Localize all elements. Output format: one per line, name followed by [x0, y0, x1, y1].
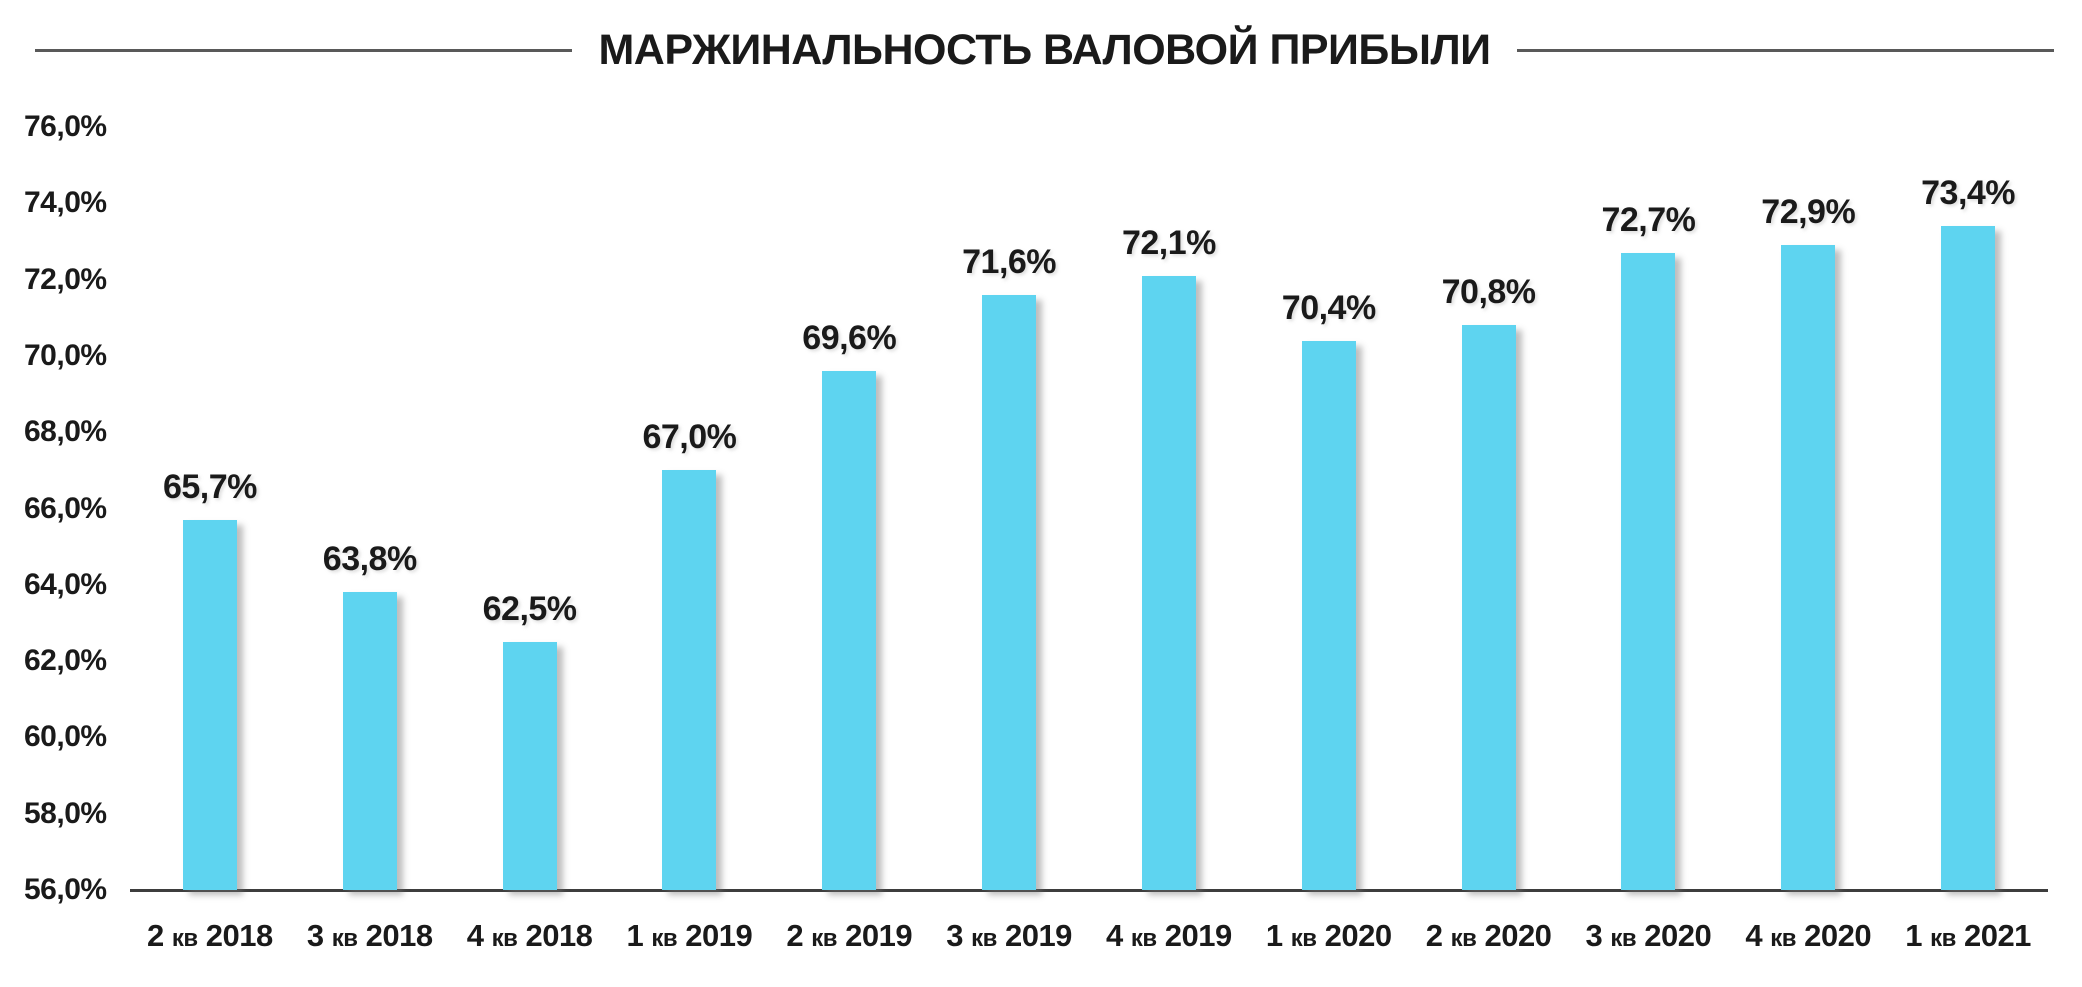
x-tick-label: 2 кв 2020: [1425, 918, 1552, 953]
bar: [662, 470, 717, 890]
bar: [1141, 275, 1196, 890]
y-tick-label: 72,0%: [24, 262, 107, 296]
x-tick-quarter-unit: кв: [971, 925, 997, 952]
bar: [502, 642, 557, 890]
x-tick-quarter-unit: кв: [1130, 925, 1157, 952]
bar-value-label: 65,7%: [162, 467, 257, 506]
x-tick-quarter-unit: кв: [811, 925, 838, 952]
x-tick-label: 2 кв 2018: [147, 918, 273, 953]
bar-value-label: 71,6%: [962, 242, 1057, 281]
x-tick-label: 1 кв 2020: [1265, 918, 1392, 953]
bar: [182, 519, 237, 890]
x-tick-quarter-unit: кв: [171, 925, 198, 952]
x-tick-label: 3 кв 2018: [306, 918, 433, 953]
bar-value-label: 63,8%: [322, 540, 417, 579]
bar: [1301, 340, 1356, 890]
bar: [1781, 245, 1836, 890]
y-tick-label: 70,0%: [24, 338, 107, 372]
y-tick-label: 74,0%: [24, 186, 107, 220]
bar-value-label: 72,1%: [1121, 223, 1216, 262]
bar-value-label: 62,5%: [482, 590, 577, 629]
y-tick-label: 62,0%: [24, 644, 107, 678]
x-tick-quarter-unit: кв: [491, 925, 518, 952]
x-tick-label: 1 кв 2019: [626, 918, 753, 953]
bar: [342, 592, 397, 890]
x-tick-quarter-unit: кв: [1450, 925, 1477, 952]
bar-value-label: 72,7%: [1601, 200, 1696, 239]
y-tick-label: 76,0%: [24, 110, 107, 143]
x-tick-quarter-unit: кв: [1930, 925, 1956, 952]
x-tick-label: 4 кв 2018: [466, 918, 593, 953]
bar: [982, 294, 1037, 890]
x-tick-quarter-unit: кв: [331, 925, 358, 952]
x-tick-label: 1 кв 2021: [1905, 918, 2031, 953]
bar-value-label: 67,0%: [642, 418, 737, 457]
bar: [1461, 325, 1516, 890]
x-axis-line: [130, 889, 2048, 892]
chart-title: МАРЖИНАЛЬНОСТЬ ВАЛОВОЙ ПРИБЫЛИ: [598, 25, 1491, 74]
x-tick-label: 2 кв 2019: [786, 918, 913, 953]
chart-title-row: МАРЖИНАЛЬНОСТЬ ВАЛОВОЙ ПРИБЫЛИ: [35, 24, 2054, 76]
y-tick-label: 60,0%: [24, 720, 107, 754]
bar: [822, 371, 877, 890]
bar-value-label: 73,4%: [1921, 174, 2016, 213]
bar-value-label: 72,9%: [1761, 193, 1856, 232]
x-tick-quarter-unit: кв: [1770, 925, 1797, 952]
y-tick-label: 64,0%: [24, 567, 107, 601]
y-tick-label: 56,0%: [24, 873, 107, 906]
x-tick-label: 4 кв 2020: [1745, 918, 1872, 953]
y-tick-label: 66,0%: [24, 491, 107, 525]
bar-value-label: 70,4%: [1281, 288, 1376, 327]
bar: [1621, 252, 1676, 890]
bar: [1941, 226, 1996, 890]
x-tick-quarter-unit: кв: [1610, 925, 1637, 952]
x-tick-label: 4 кв 2019: [1106, 918, 1232, 953]
x-tick-label: 3 кв 2020: [1585, 918, 1712, 953]
y-tick-label: 68,0%: [24, 415, 107, 449]
bar-value-label: 69,6%: [802, 319, 897, 358]
title-rule-left: [35, 48, 573, 52]
x-tick-quarter-unit: кв: [651, 925, 678, 952]
y-tick-label: 58,0%: [24, 796, 107, 830]
title-rule-right: [1516, 48, 2054, 52]
bar-value-label: 70,8%: [1441, 273, 1536, 312]
x-tick-label: 3 кв 2019: [946, 918, 1072, 953]
x-tick-quarter-unit: кв: [1290, 925, 1317, 952]
